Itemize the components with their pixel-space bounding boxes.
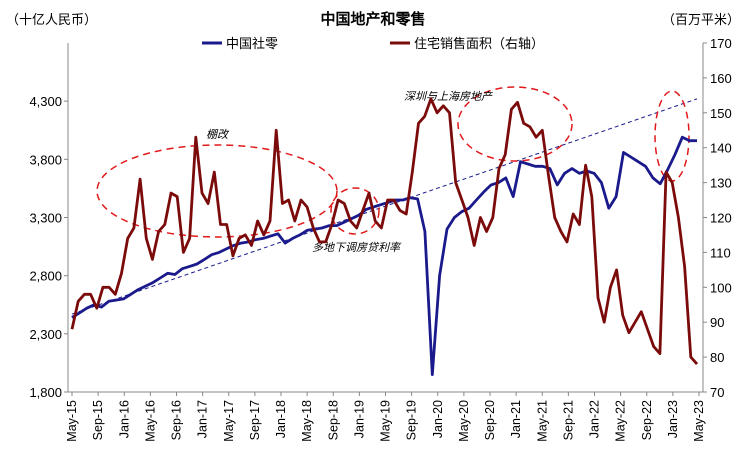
legend: 中国社零 住宅销售面积（右轴）: [202, 36, 544, 52]
x-tick-label: Jan-20: [431, 400, 445, 438]
right-tick-label: 110: [710, 245, 731, 260]
recent-ellipse: [654, 90, 690, 182]
x-tick-label: Jan-17: [196, 400, 210, 438]
right-tick-label: 90: [710, 315, 724, 330]
left-tick-label: 2,800: [29, 269, 62, 284]
x-tick-label: May-15: [65, 400, 79, 442]
chart-title: 中国地产和零售: [320, 10, 425, 28]
right-tick-label: 100: [710, 280, 732, 295]
shenzhen-shanghai-ellipse: [457, 86, 573, 162]
x-tick-label: Jan-16: [117, 400, 131, 438]
rate-cut-ellipse: [330, 187, 380, 235]
left-tick-label: 3,800: [29, 152, 62, 167]
x-tick-label: Sep-18: [326, 400, 340, 440]
x-tick-label: May-22: [614, 400, 628, 442]
left-tick-label: 1,800: [29, 385, 62, 400]
x-tick-label: May-19: [379, 400, 393, 442]
x-tick-label: May-21: [535, 400, 549, 442]
right-tick-label: 140: [710, 141, 732, 156]
x-tick-label: May-20: [457, 400, 471, 442]
x-tick-label: May-23: [692, 400, 706, 442]
series: [70, 97, 699, 377]
x-tick-label: Sep-20: [483, 400, 497, 440]
retail-sales-line: [71, 135, 697, 377]
x-tick-label: Jan-19: [352, 400, 366, 438]
rate-cut-annotation: 多地下调房贷利率: [312, 241, 402, 254]
right-tick-label: 120: [710, 211, 732, 226]
x-tick-label: Sep-21: [561, 400, 575, 440]
x-tick-label: Sep-22: [640, 400, 654, 440]
right-tick-label: 80: [710, 350, 724, 365]
right-tick-label: 160: [710, 71, 732, 86]
right-tick-label: 150: [710, 106, 732, 121]
shenzhen-shanghai-annotation: 深圳与上海房地产: [404, 90, 493, 103]
x-tick-label: Jan-22: [588, 400, 602, 438]
x-tick-label: May-17: [222, 400, 236, 442]
left-tick-label: 2,300: [29, 327, 62, 342]
left-tick-label: 3,300: [29, 211, 62, 226]
x-tick-label: Sep-19: [405, 400, 419, 440]
x-tick-label: Sep-15: [91, 400, 105, 440]
left-axis-ticks: 1,800 2,300 2,800 3,300 3,800 4,300: [29, 94, 68, 400]
right-tick-label: 170: [710, 36, 732, 51]
x-tick-label: Jan-21: [509, 400, 523, 438]
x-axis-ticks: May-15 Sep-15 Jan-16 May-16 Sep-16 Jan-17 May-…: [65, 392, 706, 442]
x-tick-label: Jan-23: [666, 400, 680, 438]
x-tick-label: May-18: [300, 400, 314, 442]
shantytown-ellipse: [96, 144, 338, 238]
right-axis-ticks: 70 80 90 100 110 120 130 140 150 160 170: [703, 36, 732, 400]
x-tick-label: Sep-17: [248, 400, 262, 440]
right-tick-label: 70: [710, 385, 724, 400]
right-tick-label: 130: [710, 176, 732, 191]
x-tick-label: May-16: [143, 400, 157, 442]
shantytown-annotation: 棚改: [206, 128, 230, 141]
axes: [67, 43, 704, 393]
left-tick-label: 4,300: [29, 94, 62, 109]
right-axis-unit: （百万平米）: [662, 13, 740, 28]
left-axis-unit: （十亿人民币）: [6, 13, 97, 28]
legend-label-housing: 住宅销售面积（右轴）: [414, 36, 544, 52]
legend-label-retail: 中国社零: [226, 36, 278, 52]
x-tick-label: Jan-18: [274, 400, 288, 438]
trend-line: [71, 98, 698, 315]
x-tick-label: Sep-16: [170, 400, 184, 440]
housing-sales-line: [70, 97, 699, 366]
